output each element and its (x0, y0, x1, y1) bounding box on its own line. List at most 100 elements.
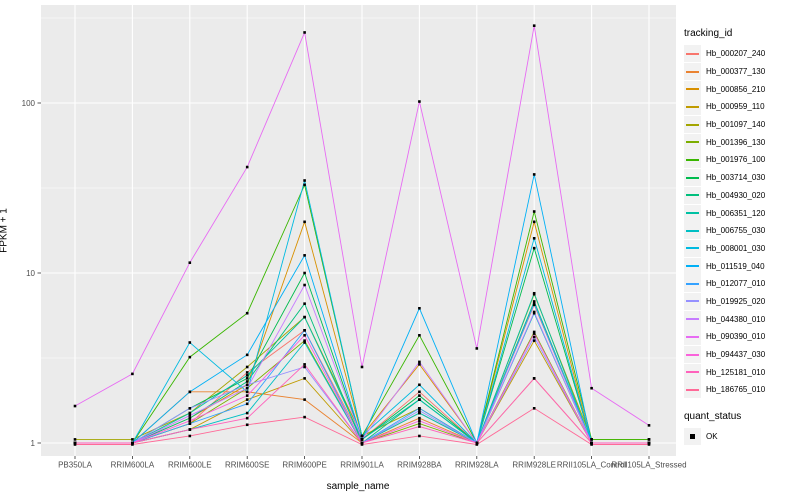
data-point (360, 441, 364, 445)
legend-entry-label: Hb_000377_130 (706, 67, 766, 77)
legend-key (684, 63, 701, 81)
legend-entry-label: Hb_000207_240 (706, 49, 766, 59)
data-point (418, 100, 421, 103)
legend-line-icon (686, 176, 699, 179)
legend-entry-Hb_000377_130: Hb_000377_130 (684, 63, 798, 81)
legend-line-icon (686, 158, 699, 161)
legend-entry-Hb_001396_130: Hb_001396_130 (684, 133, 798, 151)
data-point (418, 406, 421, 410)
data-point (73, 438, 77, 441)
data-point (303, 363, 306, 366)
data-point (245, 398, 249, 401)
legend-entry-label: Hb_008001_030 (706, 243, 766, 253)
data-point (532, 220, 536, 224)
legend-line-icon (686, 353, 699, 356)
data-point (73, 443, 77, 446)
legend-key (684, 428, 701, 446)
data-point (245, 386, 249, 390)
data-point (188, 390, 192, 394)
legend-line-icon (686, 371, 699, 374)
data-point (131, 438, 134, 441)
y-tick-label: 100 (22, 99, 36, 108)
legend-entry-label: Hb_006351_120 (706, 208, 766, 218)
legend-key (684, 80, 701, 98)
data-point (303, 415, 306, 419)
legend-key (684, 381, 701, 399)
legend-entry-label: Hb_001396_130 (706, 137, 766, 147)
legend-entry-Hb_044380_010: Hb_044380_010 (684, 310, 798, 328)
data-point (245, 374, 249, 377)
data-point (303, 329, 306, 332)
data-point (303, 334, 306, 337)
legend-entry-Hb_006755_030: Hb_006755_030 (684, 222, 798, 240)
data-point (303, 31, 306, 34)
data-point (418, 398, 421, 401)
data-point (418, 306, 421, 310)
legend-entry-Hb_012077_010: Hb_012077_010 (684, 275, 798, 293)
data-point (245, 371, 249, 374)
data-point (303, 398, 306, 401)
data-point (590, 441, 593, 445)
data-point (475, 347, 479, 350)
legend-entry-label: Hb_019925_020 (706, 296, 766, 306)
legend-title-quant-status: quant_status (684, 410, 742, 422)
data-point (360, 438, 364, 441)
data-point (131, 372, 134, 376)
legend-entry-label: Hb_000959_110 (706, 102, 765, 112)
data-point (532, 332, 536, 335)
legend-entry-Hb_000856_210: Hb_000856_210 (684, 80, 798, 98)
legend-entry-Hb_001976_100: Hb_001976_100 (684, 151, 798, 169)
legend-title-tracking-id: tracking_id (684, 28, 733, 39)
data-point (360, 434, 364, 438)
legend-entry-Hb_125181_010: Hb_125181_010 (684, 363, 798, 381)
data-point (303, 377, 306, 380)
legend-entry-Hb_000207_240: Hb_000207_240 (684, 45, 798, 63)
legend-line-icon (686, 300, 699, 303)
legend-key (684, 328, 701, 346)
legend-key (684, 133, 701, 151)
data-point (73, 404, 77, 408)
y-tick-label: 1 (31, 439, 36, 448)
legend-key (684, 204, 701, 222)
legend-key (684, 116, 701, 134)
data-point (245, 383, 249, 387)
x-tick-label: RRIM600PE (282, 461, 326, 470)
data-point (303, 315, 306, 319)
data-point (475, 443, 479, 446)
x-tick-label: RRIM600LE (168, 461, 212, 470)
panel-background (41, 5, 676, 456)
legend-quant-status-block: quant_status OK (684, 411, 798, 446)
black-square-icon (690, 434, 695, 440)
data-point (303, 283, 306, 287)
legend-key (684, 98, 701, 116)
data-point (188, 428, 192, 431)
legend-key (684, 151, 701, 169)
y-axis-title: FPKM + 1 (0, 208, 10, 253)
x-tick-label: RRIM928BA (397, 461, 442, 470)
data-point (303, 271, 306, 275)
legend-key (684, 346, 701, 364)
legend-entry-label: Hb_003714_030 (706, 173, 766, 183)
data-point (418, 394, 421, 397)
x-axis-title: sample_name (326, 481, 390, 492)
data-point (532, 330, 536, 334)
legend: tracking_id Hb_000207_240 Hb_000377_130 Hb… (684, 28, 798, 446)
x-tick-label: RRIM928LE (512, 461, 556, 470)
legend-line-icon (686, 105, 699, 108)
data-point (590, 386, 593, 390)
data-point (131, 441, 134, 445)
data-point (590, 438, 593, 441)
data-point (188, 419, 192, 423)
data-point (532, 377, 536, 380)
data-point (245, 311, 249, 315)
legend-line-icon (686, 212, 699, 215)
data-point (245, 377, 249, 380)
legend-key (684, 292, 701, 310)
legend-line-icon (686, 388, 699, 391)
legend-entry-Hb_006351_120: Hb_006351_120 (684, 204, 798, 222)
legend-entry-Hb_019925_020: Hb_019925_020 (684, 292, 798, 311)
data-point (418, 411, 421, 415)
data-point (532, 302, 536, 305)
legend-key (684, 363, 701, 381)
